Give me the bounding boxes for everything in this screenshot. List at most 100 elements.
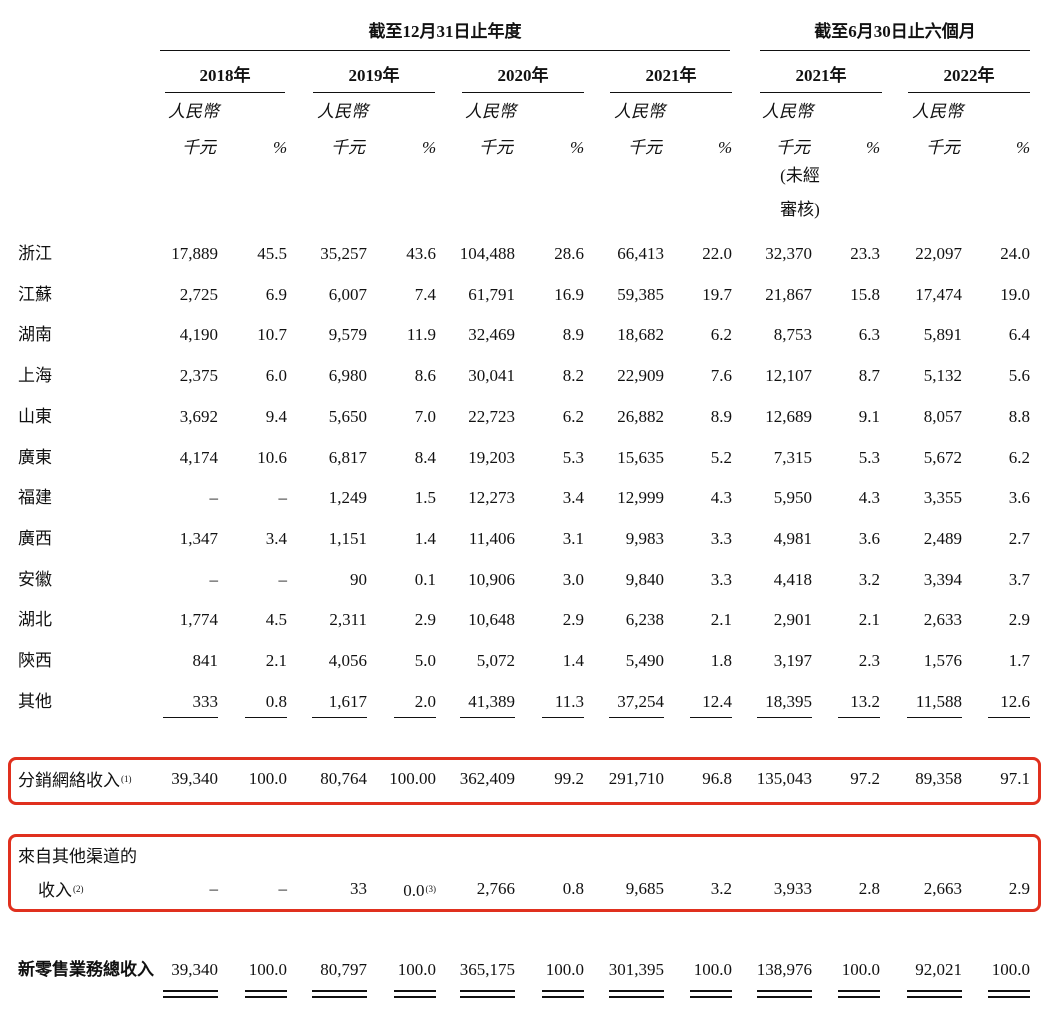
- cell-value: 8.9: [710, 407, 732, 426]
- cell-value: 6.2: [1008, 448, 1030, 467]
- cell-value: 7.4: [414, 285, 436, 304]
- cell-value: 11,588: [915, 692, 962, 711]
- subtotal-rule: [460, 717, 515, 718]
- cell-value: 7,315: [773, 448, 812, 467]
- cell-value: 3.0: [562, 570, 584, 589]
- cell-value: 43.6: [406, 244, 436, 263]
- unit-thousands-label: 千元: [628, 138, 662, 157]
- unit-thousands-label: 千元: [479, 138, 513, 157]
- cell-value: 6,007: [328, 285, 367, 304]
- cell-value: 2.9: [414, 610, 436, 629]
- cell-value: 6,817: [328, 448, 367, 467]
- cell-value: –: [209, 488, 219, 507]
- unit-percent-label: %: [718, 138, 733, 157]
- unit-currency-label: 人民幣: [912, 102, 963, 121]
- total-cell: 80,797: [320, 960, 367, 979]
- subtotal-rule: [907, 717, 962, 718]
- total-cell: 100.0: [693, 960, 732, 979]
- total-double-rule: [907, 990, 962, 998]
- cell-value: 10,906: [468, 570, 515, 589]
- year-header: 2019年: [348, 66, 400, 85]
- cell-value: 2,489: [923, 529, 962, 548]
- cell-value: 18,395: [765, 692, 812, 711]
- total-double-rule: [542, 990, 584, 998]
- distribution-cell: 291,710: [608, 769, 664, 788]
- year-header-rule: [462, 92, 584, 93]
- cell-value: 16.9: [554, 285, 584, 304]
- cell-value: 2,725: [179, 285, 218, 304]
- cell-value: 1,249: [328, 488, 367, 507]
- cell-value: 3.1: [562, 529, 584, 548]
- other-channels-cell-value: 0.0: [403, 881, 425, 900]
- year-header-rule: [313, 92, 435, 93]
- other-channels-cell: 33: [350, 879, 367, 898]
- subtotal-rule: [312, 717, 367, 718]
- cell-value: 6.2: [710, 325, 732, 344]
- distribution-cell: 80,764: [320, 769, 367, 788]
- year-header-rule: [165, 92, 285, 93]
- cell-value: –: [209, 570, 219, 589]
- total-cell: 39,340: [171, 960, 218, 979]
- cell-value: 5,891: [923, 325, 962, 344]
- cell-value: 26,882: [617, 407, 664, 426]
- subtotal-rule: [163, 717, 218, 718]
- unit-currency-label: 人民幣: [614, 102, 665, 121]
- cell-value: 6.9: [265, 285, 287, 304]
- cell-value: 8.6: [414, 366, 436, 385]
- cell-value: 6.3: [858, 325, 880, 344]
- cell-value: 90: [350, 570, 367, 589]
- cell-value: 9,983: [625, 529, 664, 548]
- unit-percent-label: %: [570, 138, 585, 157]
- total-double-rule: [690, 990, 732, 998]
- cell-value: 3,197: [773, 651, 812, 670]
- footnote-marker: (1): [121, 774, 132, 784]
- row-label: 山東: [18, 407, 52, 426]
- unaudited-note: 審核): [780, 200, 820, 219]
- cell-value: 9,840: [625, 570, 664, 589]
- cell-value: 4.3: [858, 488, 880, 507]
- subtotal-rule: [988, 717, 1030, 718]
- cell-value: 1,617: [328, 692, 367, 711]
- total-double-rule: [163, 990, 218, 998]
- cell-value: 18,682: [617, 325, 664, 344]
- cell-value: 7.0: [414, 407, 436, 426]
- cell-value: 2.9: [562, 610, 584, 629]
- cell-value: 32,469: [468, 325, 515, 344]
- cell-value: 23.3: [850, 244, 880, 263]
- unit-percent-label: %: [1016, 138, 1031, 157]
- cell-value: 37,254: [617, 692, 664, 711]
- cell-value: 3.3: [710, 529, 732, 548]
- unit-currency-label: 人民幣: [762, 102, 813, 121]
- row-label: 廣東: [18, 448, 52, 467]
- year-header: 2020年: [497, 66, 549, 85]
- row-label: 浙江: [18, 244, 52, 263]
- cell-value: 61,791: [468, 285, 515, 304]
- distribution-cell: 99.2: [554, 769, 584, 788]
- cell-value: 35,257: [320, 244, 367, 263]
- cell-value: 1,774: [179, 610, 218, 629]
- cell-value: 841: [192, 651, 219, 670]
- other-channels-cell: 3,933: [773, 879, 812, 898]
- other-channels-highlight-box: [8, 834, 1041, 912]
- cell-value: 3,355: [923, 488, 962, 507]
- cell-value: 3.6: [858, 529, 880, 548]
- cell-value: 3.2: [858, 570, 880, 589]
- distribution-cell: 362,409: [459, 769, 515, 788]
- distribution-cell: 96.8: [702, 769, 732, 788]
- cell-value: 5.3: [562, 448, 584, 467]
- cell-value: 8,057: [923, 407, 962, 426]
- distribution-cell: 97.1: [1000, 769, 1030, 788]
- cell-value: 12.4: [702, 692, 732, 711]
- cell-value: 8,753: [773, 325, 812, 344]
- row-label: 湖北: [18, 610, 52, 629]
- total-cell: 100.0: [248, 960, 287, 979]
- distribution-cell: 97.2: [850, 769, 880, 788]
- other-channels-cell: –: [278, 879, 288, 898]
- group-header-annual: 截至12月31日止年度: [368, 22, 522, 41]
- cell-value: 2,375: [179, 366, 218, 385]
- cell-value: 2.7: [1008, 529, 1030, 548]
- cell-value: 5,650: [328, 407, 367, 426]
- cell-value: 3.7: [1008, 570, 1030, 589]
- cell-value: 1.7: [1008, 651, 1030, 670]
- unit-currency-label: 人民幣: [465, 102, 516, 121]
